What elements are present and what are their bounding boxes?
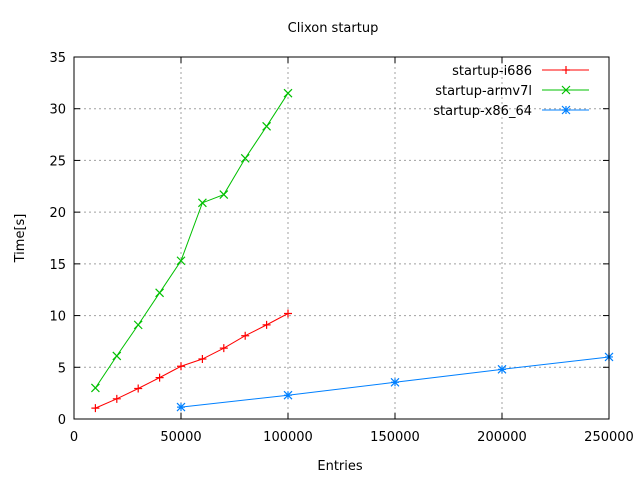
data-point xyxy=(133,320,143,330)
data-point xyxy=(390,377,400,387)
data-point xyxy=(283,390,293,400)
data-point xyxy=(262,320,271,329)
legend: startup-i686 startup-armv7l startup-x86_64 xyxy=(433,64,589,119)
legend-marker xyxy=(561,105,571,115)
x-tick-label: 200000 xyxy=(477,430,527,445)
series-startup-i686 xyxy=(91,309,292,413)
series-startup-armv7l xyxy=(90,88,293,393)
ticks: 0 50000 100000 150000 200000 250000 0 5 10 15 20 25… xyxy=(49,51,633,445)
data-point xyxy=(240,153,250,163)
x-tick-label: 250000 xyxy=(584,430,634,445)
data-point xyxy=(112,394,121,403)
data-point xyxy=(283,88,293,98)
chart-title: Clixon startup xyxy=(288,21,379,36)
x-axis-label: Entries xyxy=(317,459,363,474)
series-line xyxy=(95,313,289,409)
y-tick-label: 25 xyxy=(49,154,66,169)
data-point xyxy=(155,288,165,298)
data-point xyxy=(176,402,186,412)
data-point xyxy=(497,364,507,374)
legend-label: startup-x86_64 xyxy=(433,104,532,119)
data-point xyxy=(155,373,164,382)
data-point xyxy=(134,384,143,393)
legend-label: startup-armv7l xyxy=(435,84,532,99)
series-startup-x86_64 xyxy=(176,352,614,412)
legend-marker xyxy=(561,85,571,95)
x-tick-label: 100000 xyxy=(263,430,313,445)
y-tick-label: 10 xyxy=(49,310,66,325)
data-point xyxy=(262,121,272,131)
plot-border xyxy=(73,56,610,420)
y-tick-label: 20 xyxy=(49,206,66,221)
data-point xyxy=(241,331,250,340)
data-point xyxy=(112,351,122,361)
x-tick-label: 0 xyxy=(70,430,78,445)
y-tick-label: 35 xyxy=(49,51,66,66)
series-group xyxy=(90,88,614,413)
y-tick-label: 5 xyxy=(58,361,66,376)
data-point xyxy=(219,190,229,199)
x-tick-label: 150000 xyxy=(370,430,420,445)
data-point xyxy=(90,383,100,393)
data-point xyxy=(177,362,185,371)
y-tick-label: 30 xyxy=(49,103,66,118)
y-axis-label: Time[s] xyxy=(13,214,28,264)
data-point xyxy=(176,256,186,266)
legend-label: startup-i686 xyxy=(452,64,532,79)
x-tick-label: 50000 xyxy=(160,430,201,445)
y-tick-label: 0 xyxy=(58,413,66,428)
data-point xyxy=(197,198,207,208)
data-point xyxy=(198,355,207,364)
legend-marker xyxy=(562,66,570,74)
series-line xyxy=(94,92,289,389)
y-tick-label: 15 xyxy=(49,258,66,273)
data-point xyxy=(91,404,100,413)
data-point xyxy=(284,309,292,318)
data-point xyxy=(219,344,228,353)
